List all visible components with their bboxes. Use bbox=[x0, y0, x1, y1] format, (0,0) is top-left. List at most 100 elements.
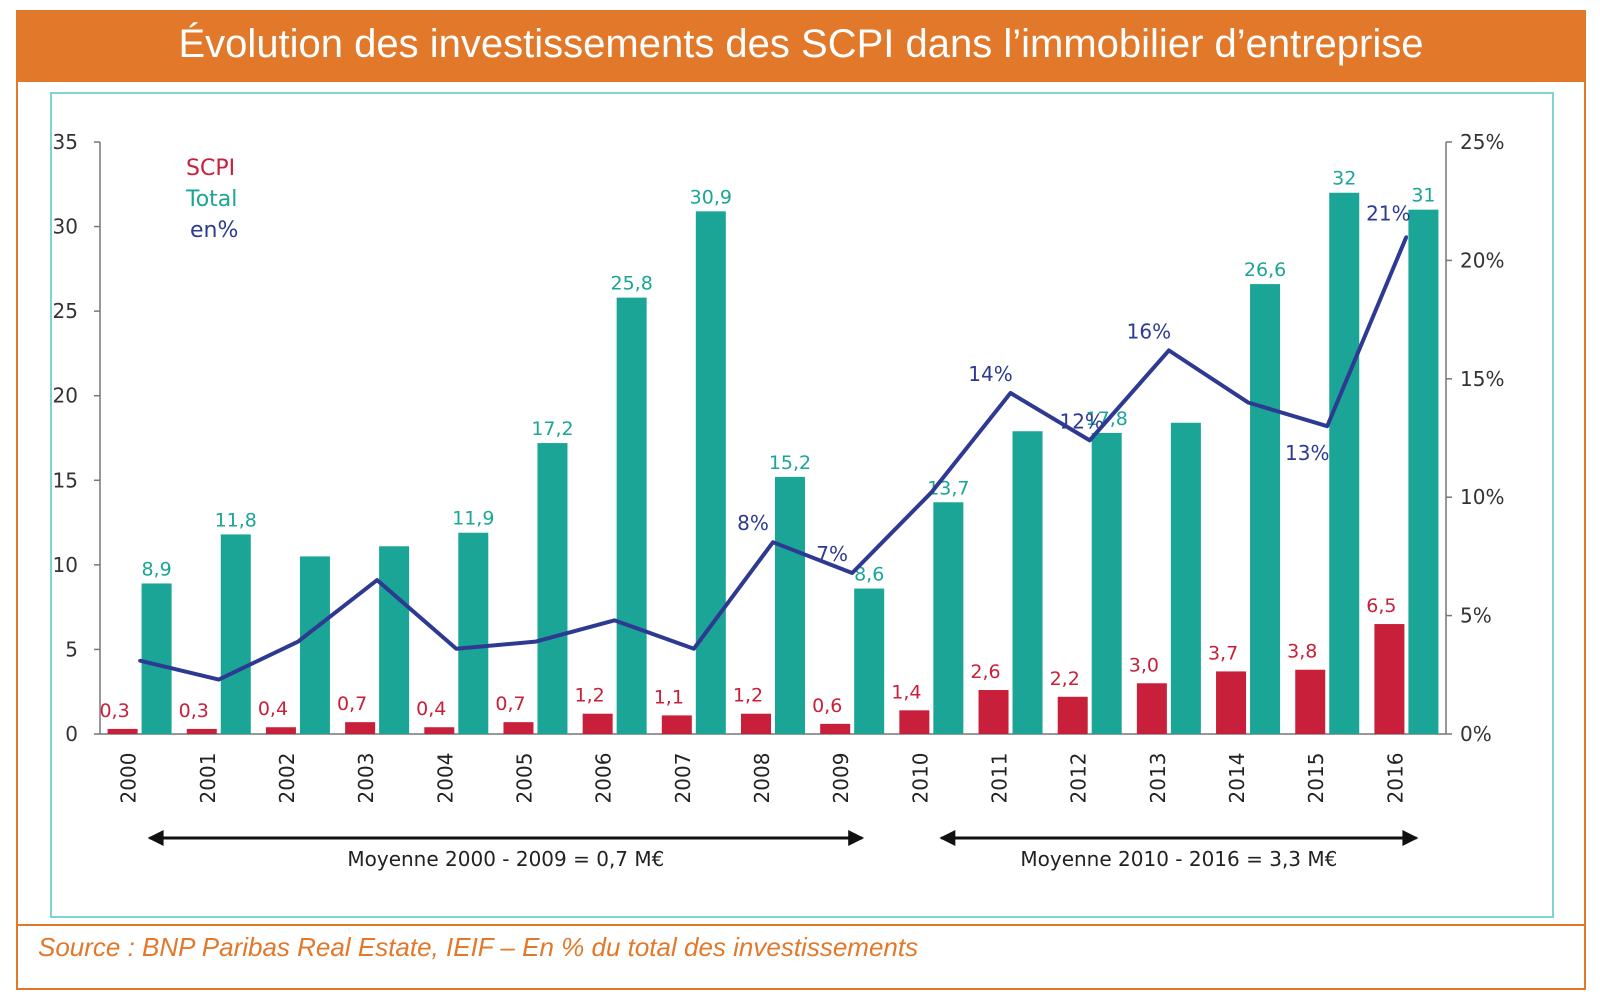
scpi-bar bbox=[1374, 624, 1405, 734]
total-bar bbox=[1408, 209, 1439, 734]
scpi-bar-label: 1,2 bbox=[575, 685, 605, 707]
y-right-tick-label: 25% bbox=[1460, 130, 1504, 154]
total-bar bbox=[1329, 192, 1360, 734]
total-bar bbox=[616, 297, 647, 734]
total-bar bbox=[379, 546, 410, 734]
y-left-tick-label: 5 bbox=[65, 637, 78, 661]
pct-point bbox=[692, 647, 696, 651]
total-bar bbox=[537, 443, 568, 734]
y-right-tick-label: 5% bbox=[1460, 604, 1492, 628]
legend-total: Total bbox=[185, 187, 237, 212]
total-bar-label: 17,2 bbox=[531, 418, 573, 440]
pct-point-label: 16% bbox=[1127, 319, 1171, 343]
y-right-tick-label: 20% bbox=[1460, 248, 1504, 272]
total-bar bbox=[141, 583, 172, 734]
y-left-tick-label: 15 bbox=[53, 468, 78, 492]
scpi-bar-label: 0,6 bbox=[812, 695, 842, 717]
legend-scpi: SCPI bbox=[186, 156, 235, 181]
total-bar-label: 11,8 bbox=[215, 509, 257, 531]
y-left-tick-label: 30 bbox=[53, 215, 78, 239]
scpi-bar-label: 2,2 bbox=[1050, 668, 1080, 690]
pct-point bbox=[1009, 391, 1013, 395]
scpi-bar bbox=[978, 690, 1009, 734]
x-tick-label: 2000 bbox=[117, 753, 141, 804]
pct-point-label: 14% bbox=[968, 362, 1012, 386]
pct-point bbox=[533, 640, 537, 644]
scpi-bar bbox=[582, 713, 613, 734]
x-tick-label: 2010 bbox=[908, 753, 932, 804]
scpi-bar-label: 3,8 bbox=[1287, 641, 1317, 663]
average-annotation-label: Moyenne 2000 - 2009 = 0,7 M€ bbox=[347, 847, 664, 871]
total-bar bbox=[1012, 431, 1043, 734]
total-bar-label: 8,6 bbox=[854, 564, 884, 586]
pct-point-label: 8% bbox=[737, 511, 769, 535]
chart-title: Évolution des investissements des SCPI d… bbox=[18, 12, 1584, 82]
x-tick-label: 2007 bbox=[671, 753, 695, 804]
scpi-bar-label: 0,3 bbox=[179, 700, 209, 722]
x-tick-label: 2014 bbox=[1225, 753, 1249, 804]
scpi-bar bbox=[820, 723, 851, 734]
y-right-tick-label: 10% bbox=[1460, 485, 1504, 509]
pct-point-label: 7% bbox=[816, 542, 848, 566]
total-bar bbox=[695, 211, 726, 734]
average-annotation-label: Moyenne 2010 - 2016 = 3,3 M€ bbox=[1020, 847, 1337, 871]
y-left-tick-label: 25 bbox=[53, 299, 78, 323]
total-bar-label: 15,2 bbox=[769, 452, 811, 474]
pct-point bbox=[850, 571, 854, 575]
scpi-bar-label: 0,3 bbox=[99, 700, 129, 722]
total-bar-label: 32 bbox=[1332, 168, 1356, 190]
scpi-bar bbox=[345, 722, 376, 734]
pct-point bbox=[296, 640, 300, 644]
source-divider bbox=[18, 924, 1584, 926]
scpi-bar bbox=[1216, 671, 1247, 734]
pct-point bbox=[1088, 438, 1092, 442]
scpi-bar bbox=[661, 715, 692, 734]
pct-point bbox=[929, 490, 933, 494]
y-right-tick-label: 0% bbox=[1460, 722, 1492, 746]
average-arrow-head-right bbox=[1402, 830, 1419, 846]
pct-point-label: 12% bbox=[1059, 409, 1103, 433]
pct-point bbox=[771, 540, 775, 544]
x-tick-label: 2013 bbox=[1146, 753, 1170, 804]
x-tick-label: 2006 bbox=[592, 753, 616, 804]
average-arrow-head-left bbox=[939, 830, 956, 846]
scpi-bar bbox=[1057, 696, 1088, 734]
x-tick-label: 2016 bbox=[1383, 753, 1407, 804]
total-bar bbox=[933, 502, 964, 734]
total-bar bbox=[299, 556, 330, 734]
y-right-tick-label: 15% bbox=[1460, 367, 1504, 391]
average-arrow-head-right bbox=[848, 830, 865, 846]
total-bar-label: 8,9 bbox=[141, 558, 171, 580]
total-bar-label: 26,6 bbox=[1244, 259, 1286, 281]
x-tick-label: 2003 bbox=[354, 753, 378, 804]
total-bar bbox=[854, 588, 885, 734]
scpi-bar-label: 0,4 bbox=[416, 698, 446, 720]
x-tick-label: 2012 bbox=[1067, 753, 1091, 804]
scpi-bar-label: 0,7 bbox=[495, 693, 525, 715]
x-tick-label: 2002 bbox=[275, 753, 299, 804]
scpi-bar-label: 3,7 bbox=[1208, 642, 1238, 664]
total-bar bbox=[775, 476, 805, 734]
scpi-bar bbox=[265, 727, 296, 734]
source-note: Source : BNP Paribas Real Estate, IEIF –… bbox=[38, 932, 919, 962]
scpi-bar-label: 1,1 bbox=[654, 686, 684, 708]
total-bar bbox=[1250, 284, 1281, 734]
pct-point bbox=[1325, 424, 1329, 428]
scpi-bar bbox=[741, 713, 771, 734]
total-bar-label: 30,9 bbox=[690, 186, 732, 208]
y-left-tick-label: 10 bbox=[53, 553, 78, 577]
scpi-bar bbox=[424, 727, 455, 734]
pct-point bbox=[454, 647, 458, 651]
x-tick-label: 2015 bbox=[1304, 753, 1328, 804]
scpi-bar-label: 3,0 bbox=[1129, 654, 1159, 676]
legend-pct: en% bbox=[190, 218, 238, 243]
scpi-bar bbox=[899, 710, 930, 734]
scpi-bar bbox=[503, 722, 534, 734]
average-arrow-head-left bbox=[147, 830, 164, 846]
scpi-bar-label: 1,2 bbox=[733, 685, 763, 707]
x-tick-label: 2009 bbox=[829, 753, 853, 804]
pct-point bbox=[138, 659, 142, 663]
pct-point bbox=[1246, 400, 1250, 404]
scpi-bar bbox=[1136, 683, 1167, 734]
